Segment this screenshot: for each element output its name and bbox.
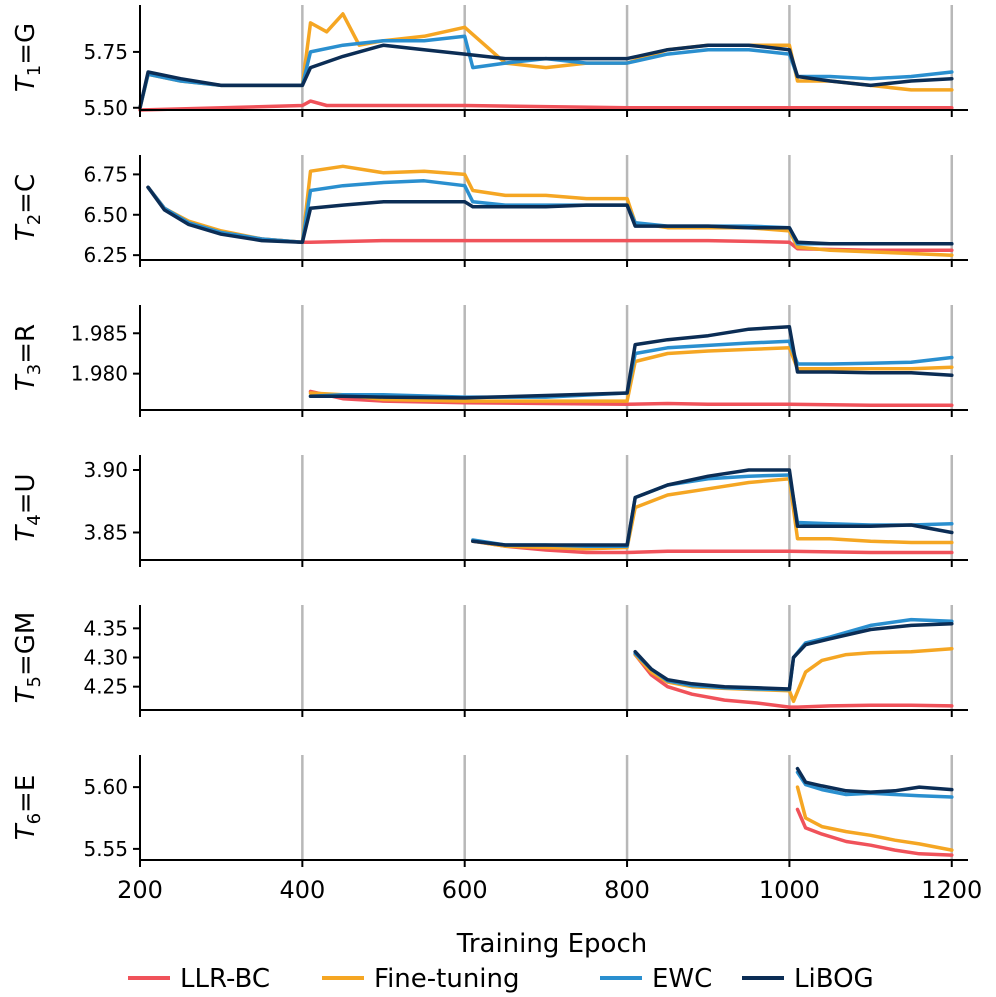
- x-tick-label: 400: [279, 876, 325, 904]
- panel-4-y-label: T4=U: [11, 473, 45, 541]
- series-line-fine-tuning: [471, 477, 954, 551]
- series-line-libog: [633, 621, 954, 691]
- y-tick-label: 5.60: [83, 775, 128, 799]
- series-line-llr-bc: [308, 389, 954, 407]
- panels: 5.50 5.75 T1=G 6.25 6.50 6.75 T2=C 1.980 1.985 T3…: [11, 5, 968, 867]
- panel-4: 3.85 3.90 T4=U: [11, 455, 968, 567]
- legend-label: LiBOG: [794, 964, 874, 994]
- series-line-llr-bc: [795, 807, 954, 857]
- panel-3: 1.980 1.985 T3=R: [11, 305, 968, 417]
- y-tick-label: 5.50: [83, 96, 128, 120]
- series-line-libog: [471, 468, 954, 547]
- series-line-ewc: [795, 770, 954, 799]
- x-tick-label: 600: [442, 876, 488, 904]
- legend-label: Fine-tuning: [374, 964, 520, 994]
- legend: LLR-BC Fine-tuning EWC LiBOG: [128, 964, 874, 994]
- y-tick-label: 6.75: [83, 162, 128, 186]
- y-tick-label: 5.55: [83, 837, 128, 861]
- y-tick-label: 4.25: [83, 675, 128, 699]
- x-tick-label: 200: [117, 876, 163, 904]
- y-tick-label: 6.25: [83, 243, 128, 267]
- series-line-llr-bc: [138, 99, 954, 112]
- series-line-llr-bc: [633, 652, 954, 709]
- series-line-libog: [146, 185, 954, 246]
- y-tick-label: 6.50: [83, 203, 128, 227]
- panel-5: 4.25 4.30 4.35 T5=GM: [11, 605, 968, 717]
- y-tick-label: 3.85: [83, 521, 128, 545]
- series-line-fine-tuning: [308, 346, 954, 403]
- x-tick-label: 1000: [759, 876, 820, 904]
- series-line-ewc: [138, 34, 954, 110]
- panel-1-y-label: T1=G: [11, 23, 45, 92]
- series-line-fine-tuning: [795, 785, 954, 852]
- series-line-libog: [138, 43, 954, 110]
- panel-5-y-label: T5=GM: [11, 612, 45, 704]
- y-tick-label: 1.980: [71, 362, 128, 386]
- panel-2-y-label: T2=C: [11, 174, 45, 241]
- x-axis-label: Training Epoch: [456, 929, 647, 959]
- y-tick-label: 5.75: [83, 40, 128, 64]
- series-line-fine-tuning: [138, 12, 954, 110]
- series-line-libog: [308, 325, 954, 400]
- x-tick-label: 1200: [921, 876, 982, 904]
- panel-6-y-label: T6=E: [11, 775, 45, 841]
- x-axis: 200 400 600 800 1000 1200: [117, 876, 982, 904]
- y-tick-label: 4.35: [83, 616, 128, 640]
- series-line-ewc: [146, 179, 954, 246]
- series-line-ewc: [471, 473, 954, 548]
- series-line-ewc: [633, 617, 954, 692]
- panel-3-y-label: T3=R: [11, 324, 45, 391]
- panel-1: 5.50 5.75 T1=G: [11, 5, 968, 120]
- x-tick-label: 800: [604, 876, 650, 904]
- series-line-libog: [795, 766, 954, 794]
- legend-label: EWC: [652, 964, 712, 994]
- legend-label: LLR-BC: [180, 964, 270, 994]
- panel-6: 5.55 5.60 T6=E: [11, 755, 968, 867]
- y-tick-label: 3.90: [83, 458, 128, 482]
- y-tick-label: 1.985: [71, 321, 128, 345]
- y-tick-label: 4.30: [83, 646, 128, 670]
- panel-2: 6.25 6.50 6.75 T2=C: [11, 155, 968, 267]
